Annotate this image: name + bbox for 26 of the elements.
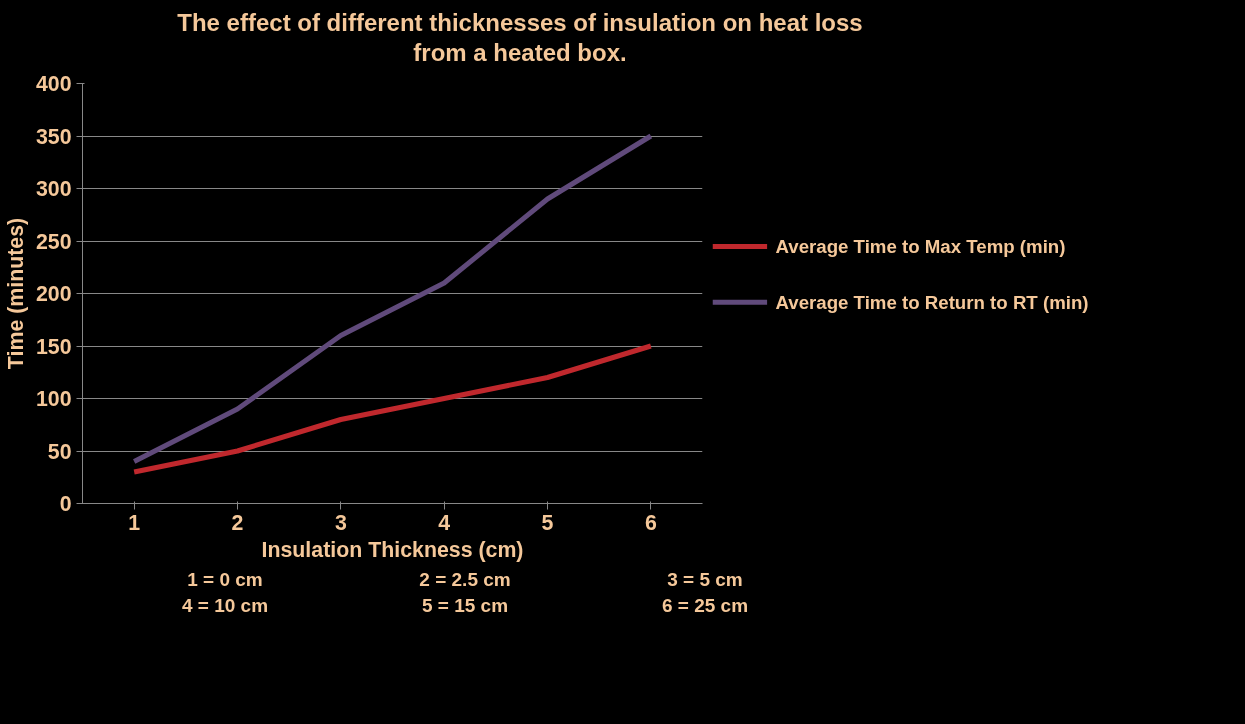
y-tick-label: 0 (59, 492, 72, 516)
y-tick-label: 400 (35, 72, 72, 96)
text: 5 = 15 cm (420, 594, 510, 618)
x-tick-label: 6 (644, 510, 657, 535)
text: 2 = 2.5 cm (418, 568, 512, 592)
text: 4 = 10 cm (180, 594, 270, 618)
x-tick-label: 2 (231, 510, 244, 535)
text: 1 = 0 cm (186, 568, 264, 592)
chart-title: The effect of different thicknesses of insulation on heat loss from a heated box. (176, 8, 864, 68)
x-axis-title: Insulation Thickness (cm) (261, 537, 524, 562)
legend-label: Average Time to Max Temp (min) (775, 236, 1066, 258)
y-tick-label: 350 (35, 124, 72, 149)
y-tick-label: 200 (35, 282, 72, 306)
x-tick-label: 1 (128, 510, 141, 535)
x-tick-label: 3 (334, 510, 347, 535)
x-tick-label: 5 (541, 510, 554, 535)
y-tick-label: 150 (35, 334, 72, 359)
y-tick-label: 250 (35, 229, 72, 254)
text: 3 = 5 cm (666, 568, 744, 592)
text: 6 = 25 cm (660, 594, 750, 618)
legend-label: Average Time to Return to RT (min) (775, 291, 1089, 313)
y-axis-title: Time (minutes) (3, 217, 28, 370)
y-tick-label: 50 (47, 439, 72, 464)
x-tick-label: 4 (438, 510, 451, 535)
y-tick-label: 100 (35, 387, 72, 411)
y-tick-label: 300 (35, 177, 72, 201)
